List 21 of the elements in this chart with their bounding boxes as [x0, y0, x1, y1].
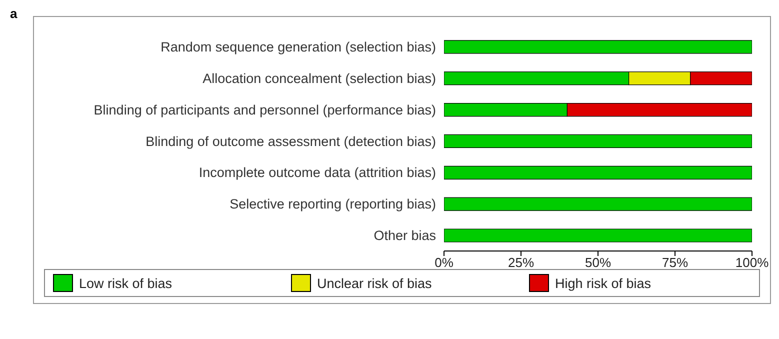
y-tick-label: Random sequence generation (selection bias) [160, 40, 436, 55]
text: a [10, 6, 18, 21]
y-tick-label: Selective reporting (reporting bias) [230, 196, 436, 212]
bar [444, 40, 752, 54]
x-tick-label: 50% [584, 255, 612, 270]
legend-label: Low risk of bias [79, 276, 172, 290]
x-tick-label: 25% [508, 255, 534, 270]
bar [444, 134, 752, 148]
y-tick-label: Blinding of outcome assessment (detection bias) [146, 134, 436, 149]
legend-label: High risk of bias [555, 276, 652, 290]
y-tick-label: Incomplete outcome data (attrition bias) [198, 165, 436, 180]
bar [444, 228, 752, 242]
y-tick-label: Blinding of participants and personnel (performance bias) [94, 102, 436, 118]
bar [444, 166, 752, 180]
bar [444, 197, 752, 211]
x-tick-label: 100% [735, 255, 770, 270]
y-tick-label: Other bias [374, 228, 436, 244]
y-tick-label: Allocation concealment (selection bias) [202, 70, 436, 86]
legend-label: Unclear risk of bias [317, 276, 432, 290]
x-tick-label: 0% [434, 255, 454, 270]
x-tick-label: 75% [662, 255, 688, 270]
